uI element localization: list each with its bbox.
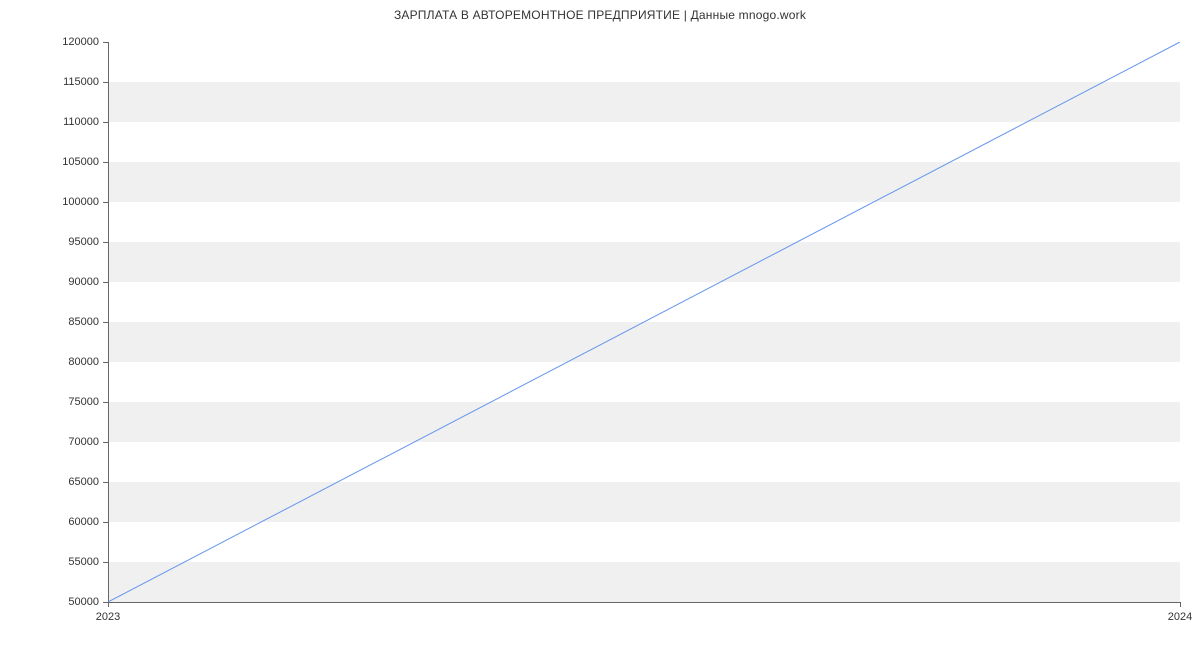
- y-tick-label: 70000: [39, 436, 99, 448]
- y-tick-label: 75000: [39, 396, 99, 408]
- series-layer: [108, 42, 1180, 602]
- x-tick-label: 2023: [96, 611, 120, 623]
- line-series: [108, 42, 1180, 602]
- y-tick-label: 50000: [39, 596, 99, 608]
- y-tick-label: 85000: [39, 316, 99, 328]
- x-tick: [108, 602, 109, 607]
- y-tick-label: 105000: [39, 156, 99, 168]
- y-tick-label: 95000: [39, 236, 99, 248]
- y-tick-label: 80000: [39, 356, 99, 368]
- x-tick-label: 2024: [1168, 611, 1192, 623]
- y-tick-label: 100000: [39, 196, 99, 208]
- y-tick-label: 60000: [39, 516, 99, 528]
- y-tick-label: 55000: [39, 556, 99, 568]
- y-tick-label: 90000: [39, 276, 99, 288]
- y-tick-label: 115000: [39, 76, 99, 88]
- x-axis-line: [108, 602, 1180, 603]
- x-tick: [1180, 602, 1181, 607]
- y-tick-label: 110000: [39, 116, 99, 128]
- y-tick-label: 120000: [39, 36, 99, 48]
- y-tick-label: 65000: [39, 476, 99, 488]
- plot-area: 5000055000600006500070000750008000085000…: [108, 42, 1180, 602]
- chart-title: ЗАРПЛАТА В АВТОРЕМОНТНОЕ ПРЕДПРИЯТИЕ | Д…: [0, 8, 1200, 22]
